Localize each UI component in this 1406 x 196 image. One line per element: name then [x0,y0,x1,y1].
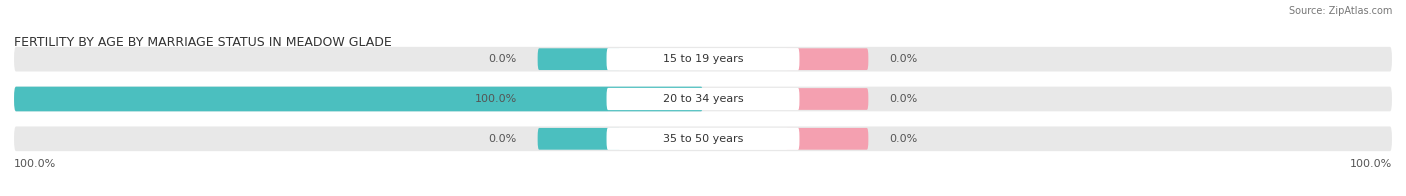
FancyBboxPatch shape [537,48,620,70]
Text: 0.0%: 0.0% [889,94,917,104]
FancyBboxPatch shape [786,128,869,150]
Text: 20 to 34 years: 20 to 34 years [662,94,744,104]
Text: FERTILITY BY AGE BY MARRIAGE STATUS IN MEADOW GLADE: FERTILITY BY AGE BY MARRIAGE STATUS IN M… [14,36,392,49]
FancyBboxPatch shape [14,47,1392,72]
Text: 100.0%: 100.0% [475,94,517,104]
Text: 35 to 50 years: 35 to 50 years [662,134,744,144]
FancyBboxPatch shape [14,87,703,111]
Text: Source: ZipAtlas.com: Source: ZipAtlas.com [1288,6,1392,16]
Text: 0.0%: 0.0% [489,54,517,64]
FancyBboxPatch shape [14,87,1392,111]
Text: 0.0%: 0.0% [889,134,917,144]
Text: 100.0%: 100.0% [1350,159,1392,169]
FancyBboxPatch shape [786,48,869,70]
Text: 100.0%: 100.0% [14,159,56,169]
Text: 0.0%: 0.0% [889,54,917,64]
FancyBboxPatch shape [786,88,869,110]
FancyBboxPatch shape [537,128,620,150]
FancyBboxPatch shape [606,48,800,70]
FancyBboxPatch shape [537,88,620,110]
Text: 15 to 19 years: 15 to 19 years [662,54,744,64]
FancyBboxPatch shape [606,88,800,110]
FancyBboxPatch shape [14,126,1392,151]
Text: 0.0%: 0.0% [489,134,517,144]
FancyBboxPatch shape [606,128,800,150]
